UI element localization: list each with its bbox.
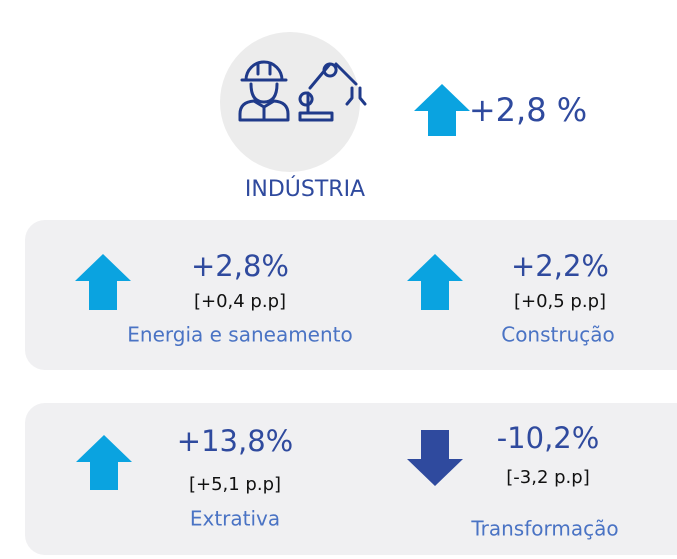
panel	[25, 403, 677, 555]
up-arrow	[414, 84, 470, 136]
up-arrow	[76, 435, 132, 490]
up-arrow	[75, 254, 131, 310]
item-value: +2,2%	[511, 249, 609, 283]
item-change: [+0,5 p.p]	[514, 291, 606, 312]
item-name: Transformação	[470, 517, 618, 541]
industry-icon	[238, 60, 367, 122]
item-name: Construção	[501, 323, 615, 347]
header-value: +2,8 %	[469, 91, 587, 129]
item-name: Extrativa	[190, 507, 280, 531]
item-value: -10,2%	[497, 421, 600, 455]
item-change: [-3,2 p.p]	[506, 467, 589, 488]
panel	[25, 220, 677, 370]
item-name: Energia e saneamento	[127, 323, 352, 347]
icon-circle	[220, 32, 360, 172]
item-value: +2,8%	[191, 249, 289, 283]
item-change: [+0,4 p.p]	[194, 291, 286, 312]
header-label: INDÚSTRIA	[245, 176, 365, 202]
item-value: +13,8%	[177, 424, 293, 458]
item-change: [+5,1 p.p]	[189, 474, 281, 495]
down-arrow	[407, 430, 463, 486]
up-arrow	[407, 254, 463, 310]
